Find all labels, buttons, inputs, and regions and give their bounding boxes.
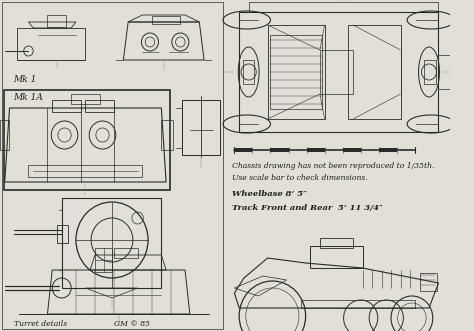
Bar — [271, 148, 289, 152]
Bar — [152, 16, 180, 24]
Bar — [182, 100, 220, 155]
Bar — [2, 2, 223, 329]
Bar — [320, 238, 353, 248]
Bar — [4, 90, 170, 190]
Bar — [0, 120, 9, 150]
Bar — [17, 28, 85, 60]
Text: Use scale bar to check dimensions.: Use scale bar to check dimensions. — [232, 174, 367, 182]
Bar — [52, 100, 81, 112]
Bar — [161, 120, 173, 150]
Bar — [343, 148, 361, 152]
Bar — [348, 25, 401, 119]
Bar — [243, 60, 255, 84]
Bar — [28, 165, 142, 177]
Bar — [379, 148, 397, 152]
Text: GM © 85: GM © 85 — [114, 320, 150, 328]
Bar — [85, 100, 114, 112]
Text: Wheelbase 8’ 5″: Wheelbase 8’ 5″ — [232, 190, 307, 198]
Bar — [419, 273, 437, 291]
Bar — [57, 225, 68, 243]
Bar — [307, 148, 325, 152]
Text: Mk 1A: Mk 1A — [13, 93, 43, 102]
Bar — [301, 300, 415, 308]
Bar — [47, 15, 66, 27]
Bar — [270, 35, 322, 109]
Text: Chassis drawing has not been reproduced to 1/35th.: Chassis drawing has not been reproduced … — [232, 162, 434, 170]
Text: Track Front and Rear  5’ 11 3/4″: Track Front and Rear 5’ 11 3/4″ — [232, 204, 383, 212]
Bar — [235, 148, 253, 152]
Bar — [424, 60, 436, 84]
Text: Turret details: Turret details — [14, 320, 67, 328]
Bar — [62, 198, 161, 288]
Bar — [239, 12, 438, 132]
Bar — [268, 25, 325, 119]
Bar — [310, 246, 363, 268]
Bar — [95, 248, 112, 272]
Text: Mk 1: Mk 1 — [13, 75, 36, 84]
Bar — [114, 248, 137, 258]
Bar — [320, 50, 353, 94]
Bar — [71, 94, 100, 104]
